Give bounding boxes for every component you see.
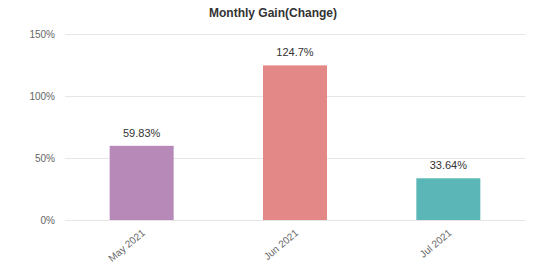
data-label: 124.7% [276,46,314,58]
bar [110,146,174,220]
title: Monthly Gain(Change) [209,6,337,20]
x-tick-label: May 2021 [106,227,147,264]
bar [263,65,327,220]
y-tick-label: 0% [41,215,56,226]
x-tick-label: Jun 2021 [262,227,301,262]
grid-line [65,220,525,221]
bar [416,178,480,220]
x-tick-label: Jul 2021 [418,227,454,260]
bars [110,65,481,220]
y-tick-label: 150% [29,29,55,40]
data-label: 33.64% [430,159,468,171]
grid [65,35,525,221]
grid-line [65,34,525,35]
data-label: 59.83% [123,127,161,139]
chart-root: Monthly Gain(Change) 0% 50% 100% 150% 59.83% 1… [0,0,546,271]
y-tick-label: 50% [35,153,55,164]
chart: Monthly Gain(Change) 0% 50% 100% 150% 59.83% 1… [0,0,546,271]
y-tick-label: 100% [29,91,55,102]
